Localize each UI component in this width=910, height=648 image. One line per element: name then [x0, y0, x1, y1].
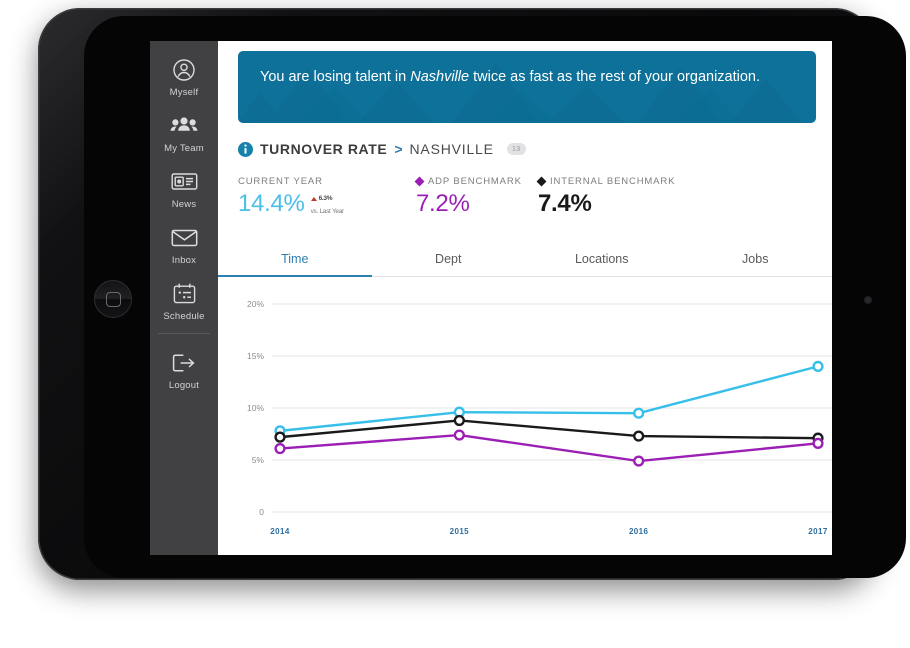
banner-text-after: twice as fast as the rest of your organi… [469, 69, 761, 85]
sidebar-item-my-team[interactable]: My Team [150, 105, 218, 161]
x-axis-tick-label: 2014 [270, 527, 290, 536]
sidebar-item-news[interactable]: News [150, 161, 218, 217]
home-button-square-icon [106, 292, 121, 307]
series-data-point[interactable] [812, 360, 824, 373]
metric-label-row: ADP BENCHMARK [414, 176, 522, 187]
breadcrumb: TURNOVER RATE > NASHVILLE 13 [238, 141, 526, 157]
banner-message: You are losing talent in Nashville twice… [238, 51, 816, 87]
sidebar-item-schedule[interactable]: Schedule [150, 273, 218, 329]
chart-series-layer [274, 360, 824, 467]
sidebar-item-label: Inbox [171, 254, 197, 266]
front-camera-icon [864, 296, 872, 304]
metric-delta-subtext: vs. Last Year [310, 208, 345, 215]
info-circle-icon[interactable] [238, 141, 253, 157]
chart-series [274, 429, 824, 467]
sidebar-item-label: News [171, 198, 197, 210]
tab-bar: Time Dept Locations Jobs [218, 241, 832, 277]
y-axis-tick-label: 0 [259, 507, 264, 517]
delta-up-triangle-icon [310, 196, 317, 201]
series-line [279, 419, 819, 440]
series-data-point[interactable] [633, 455, 645, 467]
series-data-point[interactable] [633, 430, 645, 442]
banner-text-before: You are losing talent in [260, 69, 411, 85]
metric-label-row: CURRENT YEAR [238, 176, 344, 187]
y-axis-tick-label: 20% [247, 299, 264, 309]
metric-label: ADP BENCHMARK [428, 176, 522, 187]
series-line [279, 433, 819, 463]
logout-arrow-icon [171, 350, 197, 376]
metric-label: CURRENT YEAR [238, 176, 323, 187]
tablet-device-frame: Myself My Team [38, 8, 906, 580]
main-content: You are losing talent in Nashville twice… [218, 41, 832, 555]
chart-series [274, 414, 824, 444]
chart-gridlines [272, 303, 832, 513]
metric-delta-value: 6.3% [318, 195, 333, 202]
breadcrumb-badge[interactable]: 13 [506, 143, 526, 155]
envelope-icon [171, 225, 198, 251]
banner-chevron-pattern [238, 63, 802, 123]
turnover-line-chart: 0 5% 10% 15% 20% 2014 2015 2016 2017 [218, 286, 832, 546]
group-people-icon [170, 113, 198, 139]
sidebar-divider [158, 333, 210, 334]
sidebar-item-label: Logout [168, 379, 200, 391]
chart-series [274, 360, 824, 437]
metric-delta-row: 6.3% [310, 195, 344, 202]
sidebar-item-label: Myself [169, 86, 199, 98]
newspaper-icon [171, 169, 198, 195]
metric-label-row: INTERNAL BENCHMARK [536, 176, 676, 187]
sidebar-item-logout[interactable]: Logout [150, 342, 218, 398]
sidebar-item-inbox[interactable]: Inbox [150, 217, 218, 273]
series-data-point[interactable] [453, 429, 465, 441]
breadcrumb-secondary[interactable]: NASHVILLE [409, 141, 494, 157]
chart-canvas: 0 5% 10% 15% 20% 2014 2015 2016 2017 [247, 299, 832, 536]
sidebar-item-label: My Team [164, 142, 204, 154]
breadcrumb-separator-icon: > [394, 141, 403, 157]
internal-diamond-marker-icon [536, 176, 547, 187]
tab-dept[interactable]: Dept [435, 251, 462, 266]
adp-diamond-marker-icon [414, 176, 425, 187]
sidebar-item-label: Schedule [163, 310, 205, 322]
alert-banner: You are losing talent in Nashville twice… [238, 51, 816, 123]
metric-delta: 6.3% vs. Last Year [310, 195, 345, 215]
y-axis-tick-label: 5% [252, 455, 265, 465]
series-data-point[interactable] [274, 431, 286, 443]
metric-value: 7.4% [538, 190, 592, 217]
chart-y-axis-labels: 0 5% 10% 15% 20% [247, 299, 264, 517]
metric-value: 7.2% [416, 190, 470, 217]
metric-internal-benchmark: INTERNAL BENCHMARK 7.4% [536, 176, 676, 218]
x-axis-tick-label: 2016 [629, 527, 649, 536]
series-data-point[interactable] [633, 407, 645, 419]
home-button[interactable] [94, 280, 132, 318]
breadcrumb-primary[interactable]: TURNOVER RATE [260, 141, 388, 157]
calendar-icon [172, 281, 197, 307]
banner-emphasis-location: Nashville [410, 69, 470, 85]
sidebar-nav: Myself My Team [150, 41, 218, 555]
series-line [279, 365, 819, 433]
app-screen: Myself My Team [150, 41, 832, 555]
series-data-point[interactable] [812, 437, 824, 449]
metric-current-year: CURRENT YEAR 14.4% 6.3% vs. Last Year [238, 176, 344, 218]
metric-value-wrap: 14.4% 6.3% vs. Last Year [238, 190, 344, 218]
tab-time[interactable]: Time [218, 241, 372, 277]
x-axis-tick-label: 2015 [450, 527, 470, 536]
user-circle-icon [171, 57, 197, 83]
metric-adp-benchmark: ADP BENCHMARK 7.2% [414, 176, 522, 218]
metric-value: 14.4% [238, 190, 305, 217]
series-data-point[interactable] [274, 442, 286, 455]
chart-x-axis-labels: 2014 2015 2016 2017 [270, 527, 828, 536]
y-axis-tick-label: 10% [247, 403, 264, 413]
tab-jobs[interactable]: Jobs [742, 251, 769, 266]
y-axis-tick-label: 15% [247, 351, 264, 361]
series-data-point[interactable] [453, 414, 465, 427]
x-axis-tick-label: 2017 [808, 527, 828, 536]
metric-label: INTERNAL BENCHMARK [550, 176, 676, 187]
sidebar-item-myself[interactable]: Myself [150, 49, 218, 105]
tab-locations[interactable]: Locations [574, 251, 629, 266]
